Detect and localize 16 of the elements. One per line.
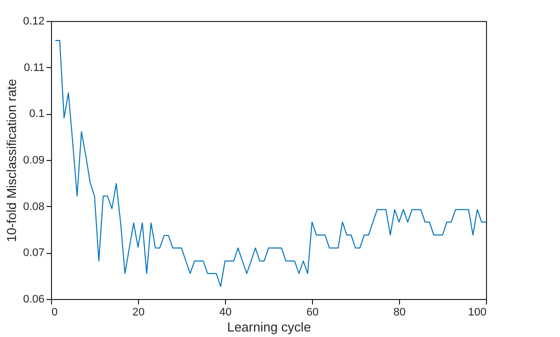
y-tick-label: 0.08	[23, 200, 44, 213]
x-tick-label: 20	[132, 306, 145, 318]
y-tick-label: 0.12	[23, 16, 44, 28]
y-tick-label: 0.1	[29, 108, 44, 120]
x-tick-label: 60	[306, 306, 319, 318]
x-axis-title: Learning cycle	[227, 320, 311, 334]
x-tick-label: 100	[468, 306, 486, 318]
y-tick-label: 0.11	[24, 62, 44, 74]
line-series	[54, 40, 486, 287]
y-tick-label: 0.06	[23, 294, 44, 306]
x-tick-label: 0	[52, 306, 58, 318]
y-axis-title: 10-fold Misclassification rate	[4, 78, 20, 242]
y-tick-label: 0.09	[23, 154, 44, 166]
y-tick-label: 0.07	[23, 247, 44, 260]
x-tick-label: 40	[219, 306, 232, 318]
x-tick-label: 80	[393, 306, 406, 318]
